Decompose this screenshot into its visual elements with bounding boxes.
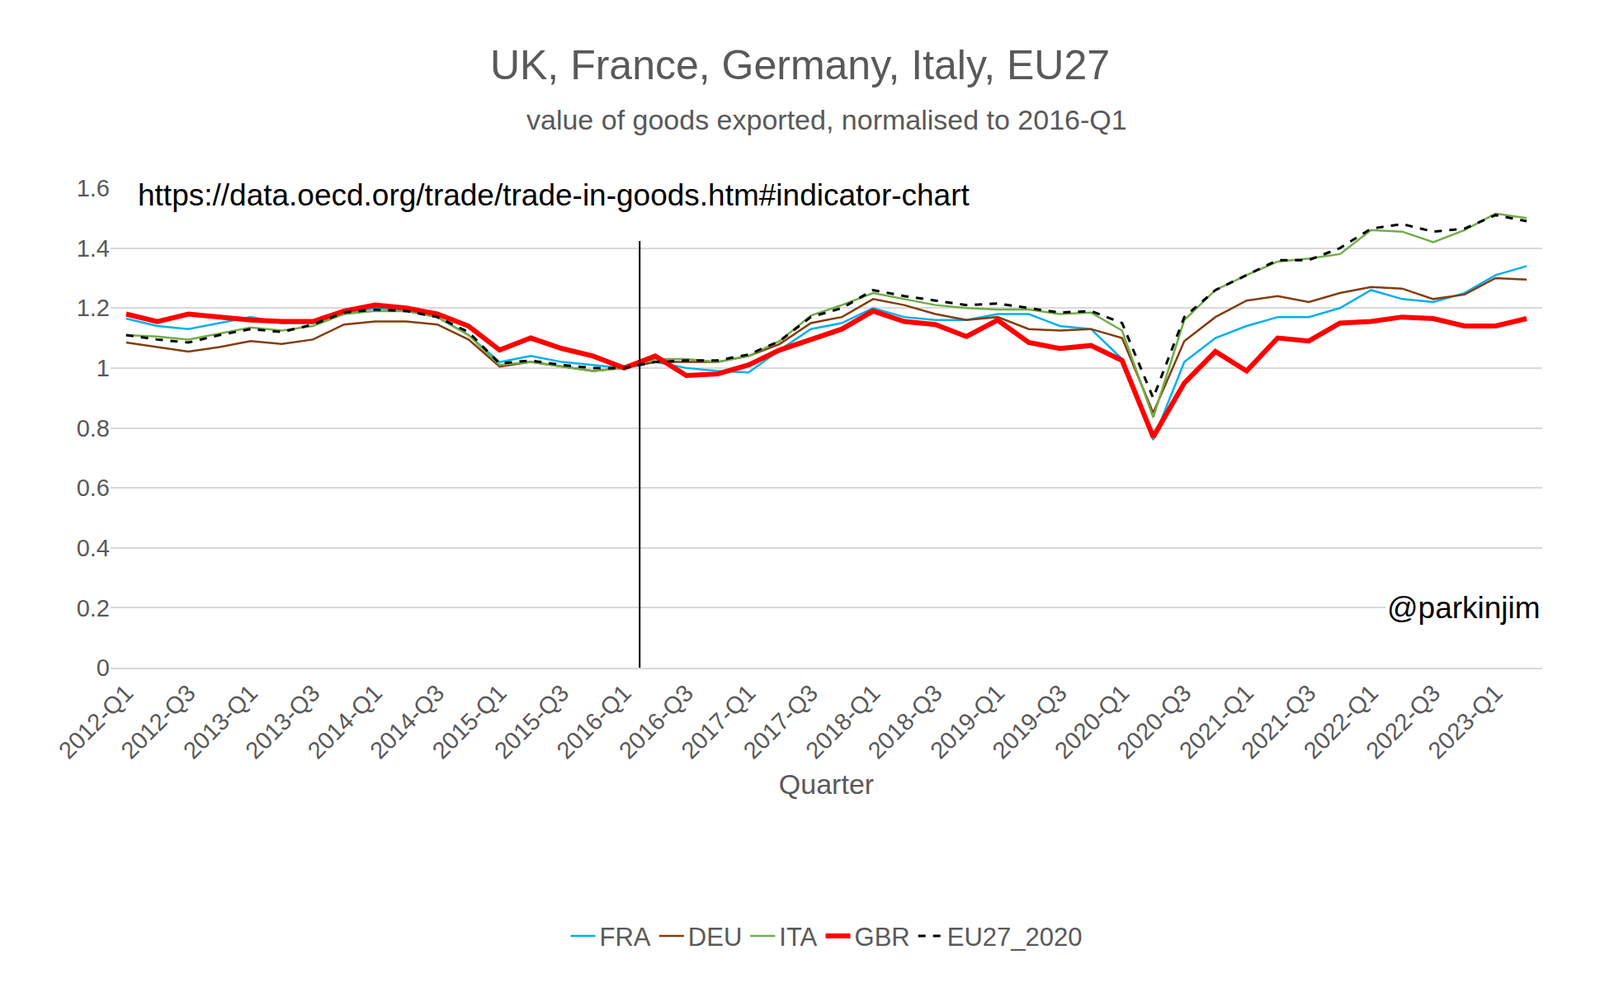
svg-text:2021-Q3: 2021-Q3 [1236,679,1321,764]
svg-text:2014-Q1: 2014-Q1 [302,679,388,764]
svg-text:EU27_2020: EU27_2020 [947,922,1083,952]
svg-text:2016-Q3: 2016-Q3 [613,679,699,764]
svg-text:2014-Q3: 2014-Q3 [364,679,449,764]
svg-text:2023-Q1: 2023-Q1 [1422,679,1507,764]
svg-text:2013-Q3: 2013-Q3 [240,679,325,764]
svg-text:2020-Q3: 2020-Q3 [1111,679,1196,764]
svg-text:https://data.oecd.org/trade/tr: https://data.oecd.org/trade/trade-in-goo… [137,178,971,213]
svg-text:2012-Q3: 2012-Q3 [115,679,200,764]
svg-text:2022-Q1: 2022-Q1 [1298,679,1383,764]
svg-text:2022-Q3: 2022-Q3 [1360,679,1445,764]
svg-text:2013-Q1: 2013-Q1 [178,679,263,764]
svg-text:2017-Q3: 2017-Q3 [738,679,823,764]
svg-text:FRA: FRA [599,922,652,952]
svg-text:0.8: 0.8 [76,415,110,442]
svg-text:0.6: 0.6 [76,474,110,501]
svg-text:2021-Q1: 2021-Q1 [1174,679,1259,764]
svg-text:2015-Q3: 2015-Q3 [489,679,574,764]
svg-text:0: 0 [96,654,110,681]
svg-text:0.2: 0.2 [76,594,110,622]
svg-text:2018-Q3: 2018-Q3 [863,679,948,764]
svg-text:1.4: 1.4 [76,235,110,262]
svg-text:UK, France, Germany, Italy, EU: UK, France, Germany, Italy, EU27 [490,42,1110,89]
svg-text:2020-Q1: 2020-Q1 [1049,679,1134,764]
svg-text:DEU: DEU [688,922,742,952]
svg-text:Quarter: Quarter [778,768,874,800]
svg-text:2015-Q1: 2015-Q1 [427,679,512,764]
svg-text:2016-Q1: 2016-Q1 [551,679,636,764]
svg-text:2018-Q1: 2018-Q1 [800,679,885,764]
svg-text:1.6: 1.6 [76,174,110,202]
svg-text:ITA: ITA [778,922,817,952]
svg-text:2012-Q1: 2012-Q1 [53,679,138,764]
svg-text:@parkinjim: @parkinjim [1387,590,1541,625]
svg-text:0.4: 0.4 [76,534,110,562]
svg-text:2019-Q1: 2019-Q1 [925,679,1010,764]
svg-text:2019-Q3: 2019-Q3 [986,679,1072,764]
svg-text:1: 1 [96,354,110,382]
svg-text:value of goods exported, norma: value of goods exported, normalised to 2… [526,103,1128,136]
svg-text:1.2: 1.2 [76,294,110,321]
svg-text:2017-Q1: 2017-Q1 [675,679,760,764]
svg-text:GBR: GBR [854,922,911,952]
